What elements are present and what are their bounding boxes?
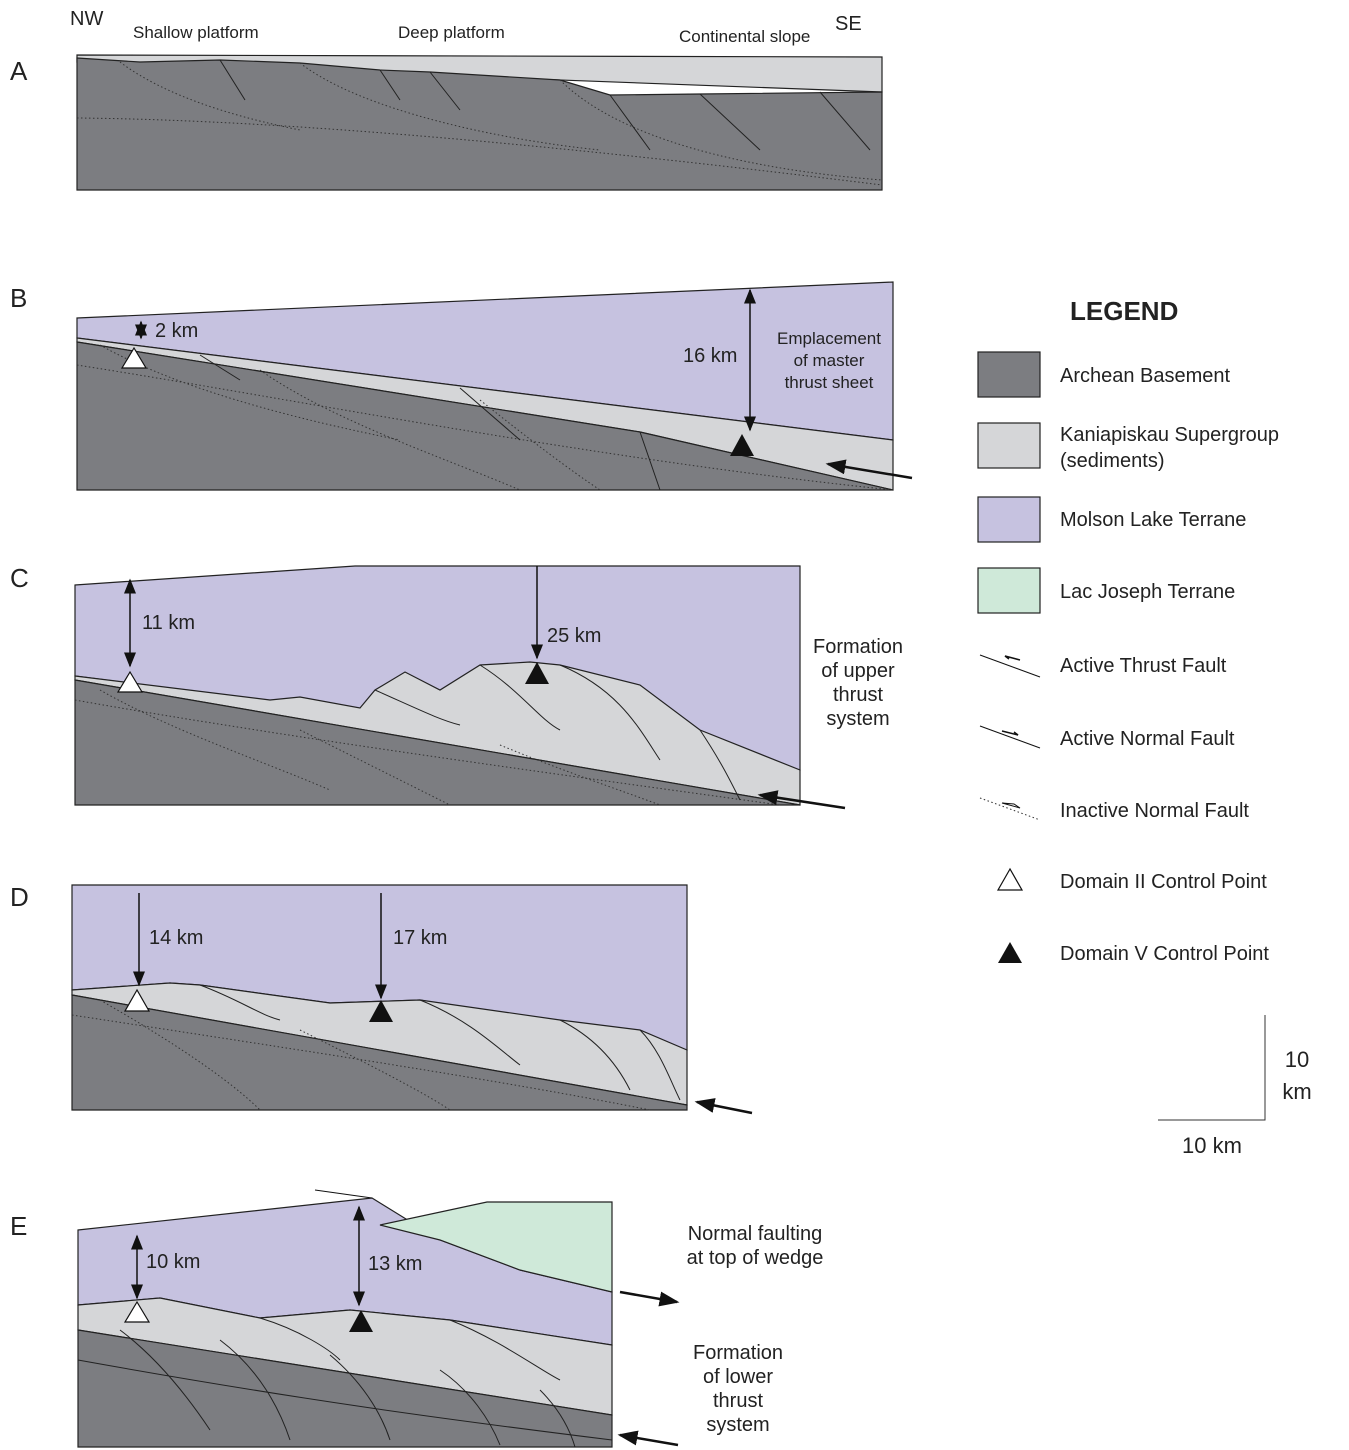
- legend-label: Molson Lake Terrane: [1060, 509, 1246, 531]
- note: thrust: [713, 1390, 763, 1412]
- annotation: 17 km: [393, 927, 447, 949]
- note: at top of wedge: [687, 1247, 824, 1269]
- panel-d: 14 km 17 km D: [10, 882, 752, 1113]
- swatch: [978, 497, 1040, 542]
- note: Formation: [813, 636, 903, 658]
- direction-label: NW: [70, 8, 103, 30]
- legend-label: Domain II Control Point: [1060, 871, 1267, 893]
- domain-v-point: [998, 942, 1022, 963]
- panel-c: 11 km 25 km Formation of upper thrust sy…: [10, 563, 903, 808]
- inactive-symbol: [980, 798, 1040, 820]
- thrust-symbol: [980, 655, 1040, 677]
- legend-label: Kaniapiskau Supergroup: [1060, 424, 1279, 446]
- direction-label: SE: [835, 13, 862, 35]
- note: Normal faulting: [688, 1223, 823, 1245]
- normal-symbol: [1002, 731, 1018, 735]
- legend-label: Active Normal Fault: [1060, 728, 1235, 750]
- annotation: 11 km: [142, 612, 195, 634]
- annotation: Continental slope: [679, 27, 810, 46]
- legend-label: Inactive Normal Fault: [1060, 800, 1249, 822]
- panel-label: A: [10, 56, 28, 86]
- domain-ii-point: [998, 869, 1022, 890]
- annotation: 2 km: [155, 320, 198, 342]
- scale-label: 10 km: [1182, 1133, 1242, 1158]
- note: system: [706, 1414, 769, 1436]
- note: Formation: [693, 1342, 783, 1364]
- panel-b: 2 km 16 km Emplacement of master thrust …: [10, 282, 912, 490]
- note: Emplacement: [777, 329, 881, 348]
- panel-label: C: [10, 563, 29, 593]
- inactive-symbol: [1002, 803, 1020, 808]
- panel-e: 10 km 13 km Normal faulting at top of we…: [10, 1190, 823, 1447]
- swatch: [978, 352, 1040, 397]
- legend-label: Domain V Control Point: [1060, 943, 1269, 965]
- thrust-arrow: [697, 1102, 752, 1113]
- legend-label: Lac Joseph Terrane: [1060, 581, 1235, 603]
- normal-symbol: [980, 726, 1040, 748]
- annotation: 14 km: [149, 927, 203, 949]
- thrust-symbol: [1005, 656, 1020, 660]
- annotation: 10 km: [146, 1251, 200, 1273]
- legend-label: (sediments): [1060, 450, 1164, 472]
- note: thrust: [833, 684, 883, 706]
- legend-title: LEGEND: [1070, 296, 1178, 326]
- annotation: 25 km: [547, 625, 601, 647]
- annotation: Deep platform: [398, 23, 505, 42]
- legend-label: Active Thrust Fault: [1060, 655, 1227, 677]
- scale-bar: 10 km 10 km: [1158, 1015, 1312, 1158]
- annotation: 13 km: [368, 1253, 422, 1275]
- swatch: [978, 568, 1040, 613]
- fault-trace: [315, 1190, 372, 1198]
- note: thrust sheet: [785, 373, 874, 392]
- note: of upper: [821, 660, 895, 682]
- thrust-arrow: [620, 1435, 678, 1445]
- panel-label: D: [10, 882, 29, 912]
- annotation: Shallow platform: [133, 23, 259, 42]
- scale-label: km: [1282, 1079, 1311, 1104]
- panel-label: B: [10, 283, 27, 313]
- annotation: 16 km: [683, 345, 737, 367]
- legend-label: Archean Basement: [1060, 365, 1231, 387]
- normal-arrow: [620, 1292, 677, 1302]
- legend: LEGEND Archean Basement Kaniapiskau Supe…: [978, 296, 1279, 965]
- panel-a: NW Shallow platform Deep platform Contin…: [10, 8, 882, 190]
- note: of lower: [703, 1366, 773, 1388]
- scale-lines: [1158, 1015, 1265, 1120]
- note: system: [826, 708, 889, 730]
- scale-label: 10: [1285, 1047, 1309, 1072]
- panel-label: E: [10, 1211, 27, 1241]
- note: of master: [794, 351, 865, 370]
- swatch: [978, 423, 1040, 468]
- diagram: NW Shallow platform Deep platform Contin…: [0, 0, 1349, 1450]
